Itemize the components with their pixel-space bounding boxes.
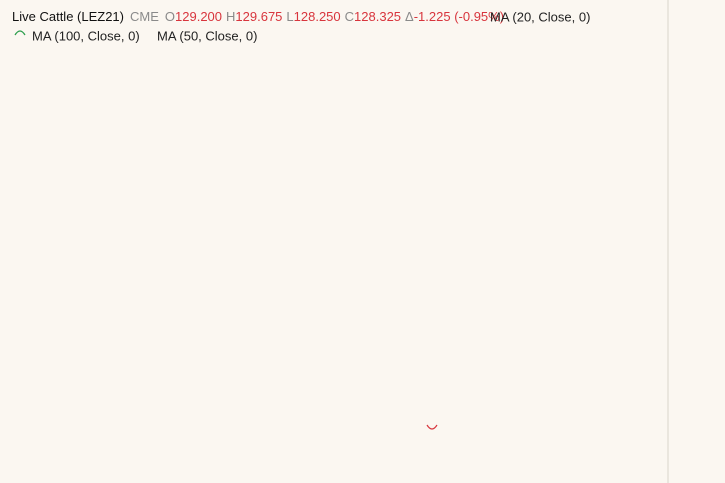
- symbol: Live Cattle (LEZ21): [12, 9, 124, 24]
- high-marker: [14, 30, 26, 36]
- quote-value: 128.250: [294, 9, 341, 24]
- quote-key: O: [165, 9, 175, 24]
- quote-key: C: [345, 9, 354, 24]
- quote-value: 128.325: [354, 9, 401, 24]
- header-line: Live Cattle (LEZ21) CME O129.200 H129.675 L1…: [12, 9, 504, 24]
- quote-value: -1.225 (-0.95%): [414, 9, 504, 24]
- quote-value: 129.675: [235, 9, 282, 24]
- quote-key: Δ: [405, 9, 414, 24]
- quote-key: H: [226, 9, 235, 24]
- header: Live Cattle (LEZ21) CME O129.200 H129.675 L1…: [12, 9, 590, 43]
- low-marker: [426, 424, 438, 430]
- exchange: CME: [130, 9, 159, 24]
- legend-entry: MA (20, Close, 0): [490, 9, 590, 24]
- legend-entry: MA (50, Close, 0): [157, 28, 257, 43]
- quote-value: 129.200: [175, 9, 222, 24]
- legend-entry: MA (100, Close, 0): [32, 28, 140, 43]
- quote-key: L: [286, 9, 293, 24]
